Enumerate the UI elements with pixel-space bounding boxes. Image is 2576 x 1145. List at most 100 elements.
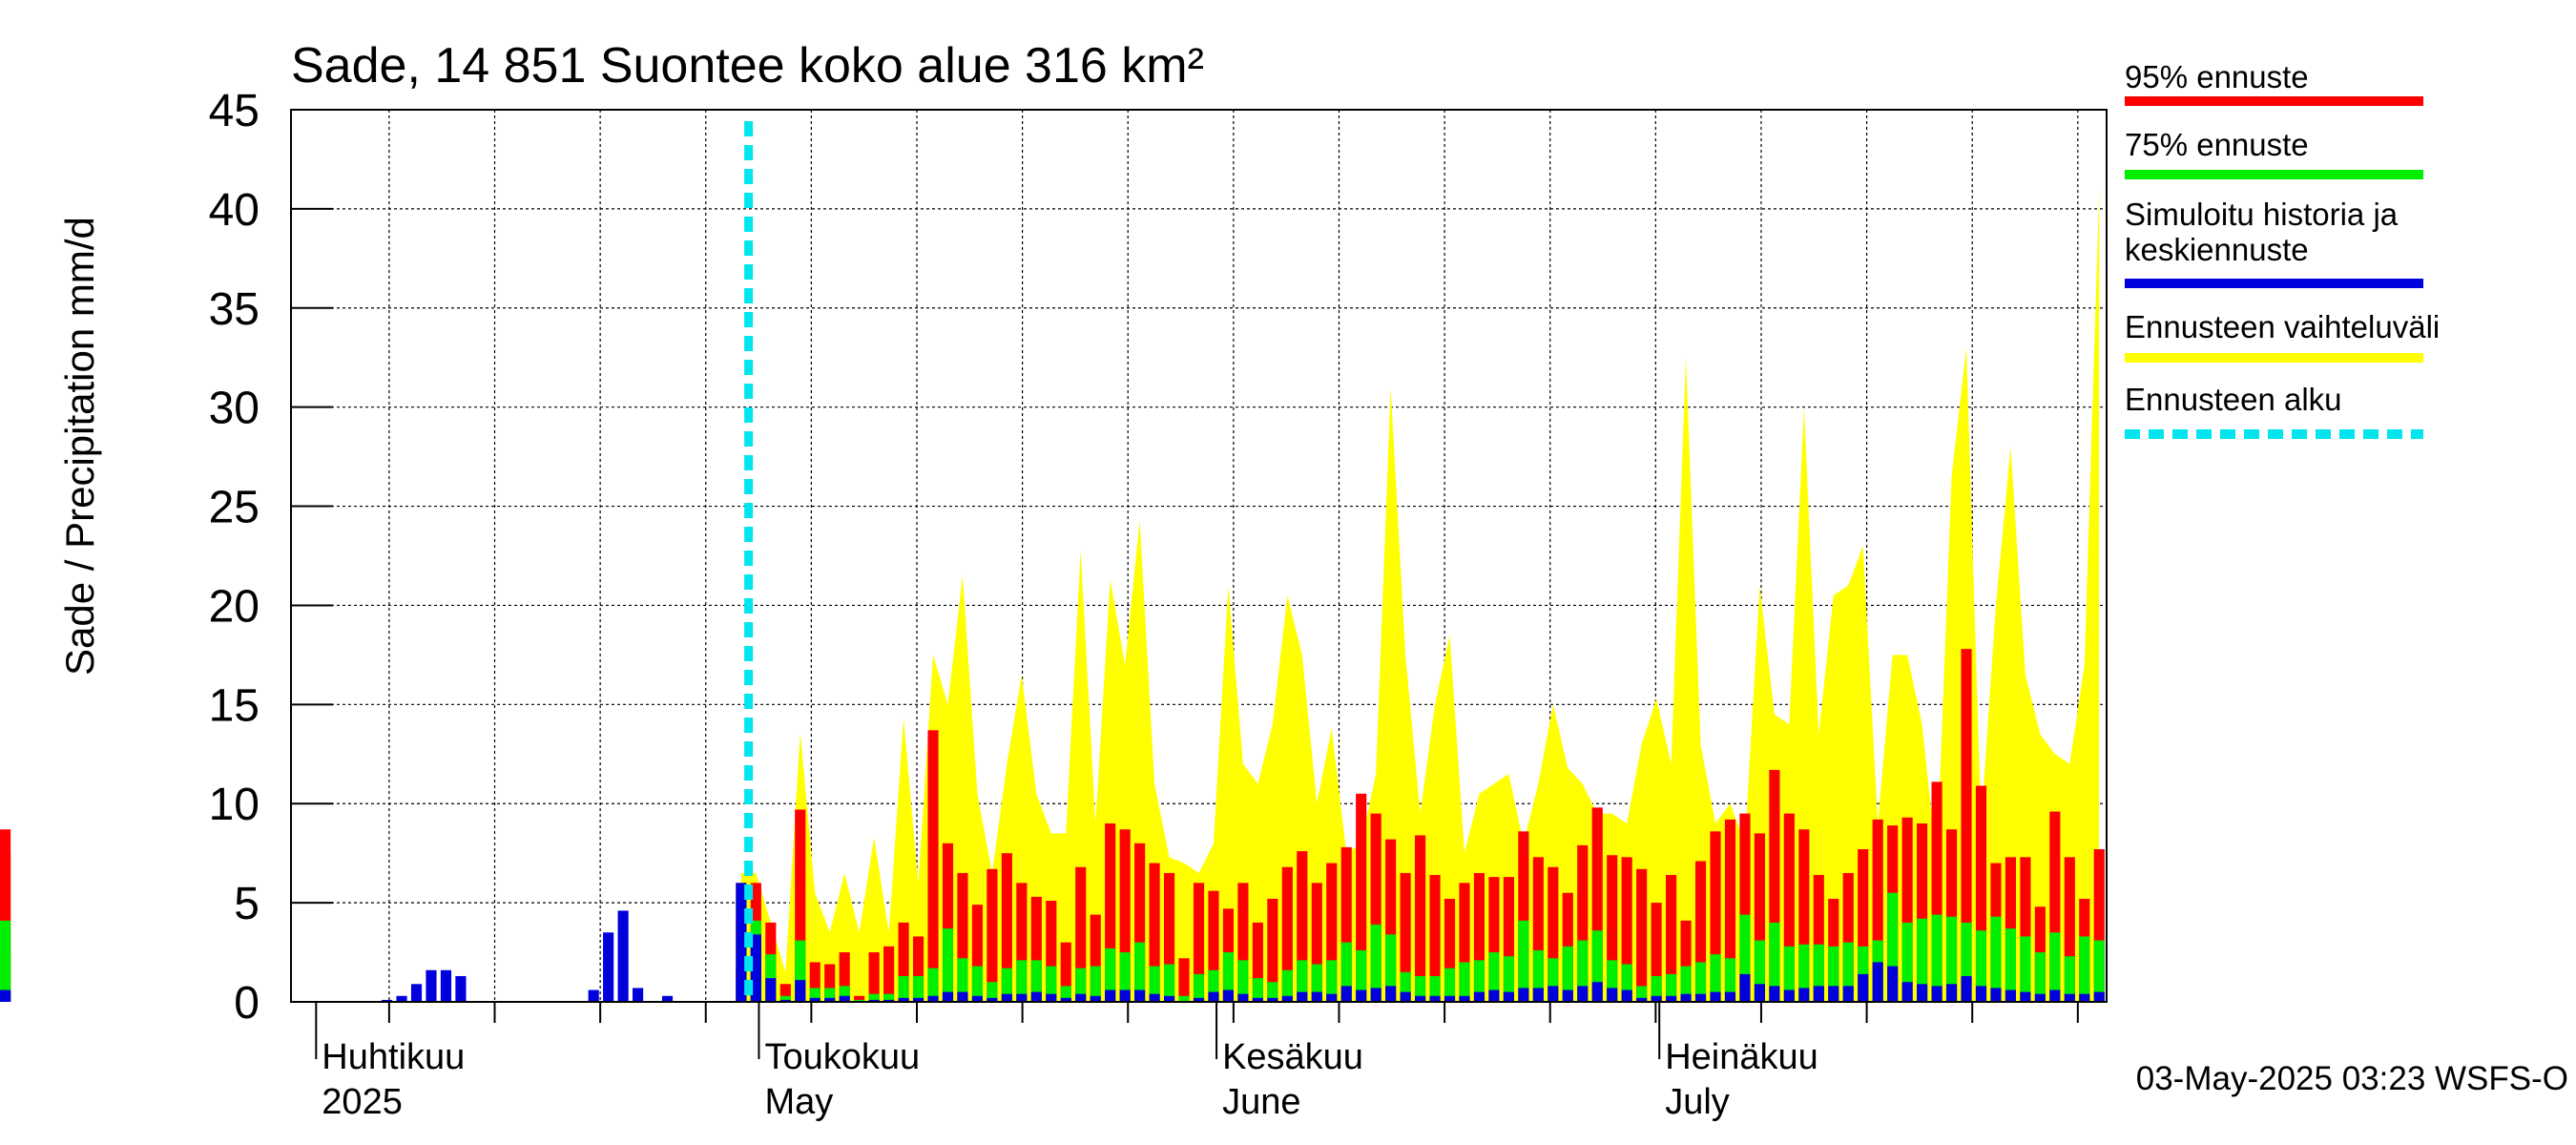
bar-p75 — [2034, 952, 2046, 1002]
bar-p95 — [1607, 855, 1618, 1002]
bar-mean — [795, 980, 806, 1002]
bar-p75 — [883, 993, 895, 1002]
bar-p75 — [1178, 995, 1190, 1002]
bar-p75 — [1222, 952, 1235, 1002]
bar-mean — [1163, 995, 1175, 1002]
bar-mean — [1326, 993, 1338, 1002]
bar-p75 — [1621, 964, 1632, 1002]
bar-mean — [0, 991, 11, 1002]
bar-p95 — [1090, 914, 1101, 1002]
bar-mean — [1651, 995, 1662, 1002]
bar-p75 — [1636, 986, 1648, 1002]
bar-p95 — [1385, 839, 1397, 1002]
bar-p75 — [1710, 954, 1721, 1002]
bar-mean — [1444, 995, 1456, 1002]
bar-mean — [1370, 988, 1381, 1002]
bar-p95 — [1621, 857, 1632, 1002]
bar-mean — [1252, 997, 1263, 1002]
bar-p95 — [1444, 898, 1456, 1002]
bar-mean — [1680, 993, 1692, 1002]
bar-p75 — [1990, 916, 2002, 1002]
bar-p95 — [1636, 868, 1648, 1002]
bar-series — [0, 649, 2105, 1002]
bar-p75 — [1326, 960, 1338, 1002]
bar-p75 — [1532, 949, 1544, 1002]
bar-p95 — [987, 868, 998, 1002]
bar-mean — [1488, 989, 1500, 1002]
bar-p75 — [1119, 952, 1131, 1002]
bar-mean — [1945, 984, 1958, 1002]
bar-p75 — [1548, 958, 1559, 1002]
bar-p95 — [1591, 807, 1603, 1002]
bar-mean — [2093, 991, 2105, 1002]
range-band-area — [740, 189, 2100, 1003]
bar-p95 — [942, 843, 954, 1002]
bar-history — [455, 975, 467, 1002]
bar-p95 — [1473, 872, 1485, 1002]
bar-mean — [1046, 993, 1057, 1002]
y-tick-label: 30 — [209, 384, 260, 434]
bar-mean — [957, 991, 968, 1002]
bar-p95 — [2064, 857, 2075, 1002]
bar-p95 — [898, 922, 909, 1002]
bar-p95 — [1281, 866, 1293, 1002]
bar-history — [603, 932, 614, 1002]
legend-label: Ennusteen alku — [2125, 382, 2342, 417]
bar-p95 — [1694, 861, 1707, 1002]
bar-p95 — [1710, 831, 1721, 1002]
bar-p95 — [1001, 853, 1012, 1002]
bar-p75 — [912, 975, 924, 1002]
y-tick-label: 15 — [209, 680, 260, 731]
bar-mean — [1385, 986, 1397, 1002]
bar-history — [410, 984, 423, 1002]
bar-p75 — [957, 958, 968, 1002]
y-tick-label: 40 — [209, 185, 260, 236]
bar-mean — [868, 999, 880, 1002]
bar-mean — [1281, 995, 1293, 1002]
bar-history — [736, 966, 747, 1002]
bar-mean — [1311, 991, 1322, 1002]
bar-p75 — [1163, 964, 1175, 1002]
bar-p95 — [1931, 781, 1942, 1002]
bar-p75 — [0, 952, 11, 1002]
bar-p75 — [1149, 966, 1160, 1002]
bar-mean — [2064, 993, 2075, 1002]
bar-p75 — [1503, 956, 1514, 1002]
bar-mean — [1548, 986, 1559, 1002]
bar-p75 — [1046, 966, 1057, 1002]
bar-p95 — [971, 905, 983, 1002]
bar-p75 — [1297, 960, 1308, 1002]
bar-mean — [1149, 993, 1160, 1002]
bar-mean — [1562, 989, 1573, 1002]
bar-mean — [1591, 982, 1603, 1002]
bar-p95 — [957, 872, 968, 1002]
bar-p75 — [2049, 932, 2061, 1002]
bar-p95 — [1105, 823, 1116, 1002]
y-tick-label: 20 — [209, 581, 260, 632]
bar-p75 — [1105, 947, 1116, 1002]
bar-history — [750, 942, 761, 1002]
bar-p75 — [987, 982, 998, 1002]
bar-p95 — [1769, 769, 1780, 1002]
bar-p95 — [1666, 875, 1677, 1002]
bar-p95 — [1961, 649, 1972, 1002]
bar-p75 — [1415, 975, 1426, 1002]
bar-mean — [1415, 995, 1426, 1002]
bar-p95 — [0, 829, 11, 1002]
bar-p95 — [1858, 849, 1869, 1002]
bar-mean — [1710, 991, 1721, 1002]
bar-mean — [1621, 989, 1632, 1002]
bar-p95 — [795, 809, 806, 1002]
bar-mean — [1739, 973, 1751, 1002]
bar-p75 — [1680, 966, 1692, 1002]
bar-p95 — [854, 995, 865, 1002]
bar-p95 — [1075, 866, 1087, 1002]
bar-mean — [971, 995, 983, 1002]
legend-label-2: keskiennuste — [2125, 232, 2309, 267]
bar-mean — [1208, 991, 1219, 1002]
bar-p95 — [1030, 896, 1042, 1002]
bar-p75 — [1060, 986, 1071, 1002]
bar-p95 — [1917, 823, 1928, 1002]
bar-p75 — [1577, 940, 1589, 1002]
bar-p95 — [1739, 813, 1751, 1002]
